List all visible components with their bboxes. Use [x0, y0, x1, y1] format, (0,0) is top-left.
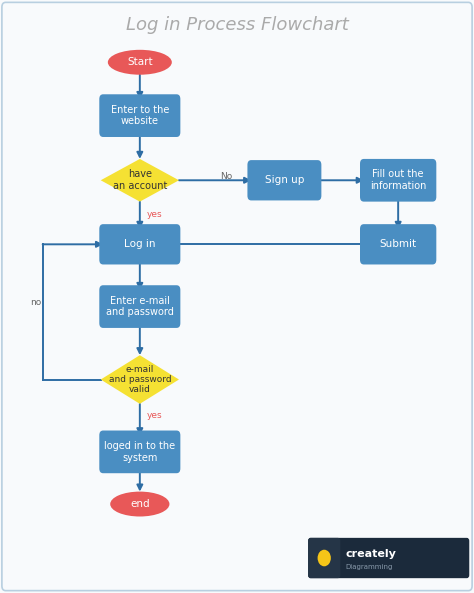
- Text: e-mail
and password
valid: e-mail and password valid: [109, 365, 171, 394]
- Text: Log in Process Flowchart: Log in Process Flowchart: [126, 16, 348, 34]
- Text: loged in to the
system: loged in to the system: [104, 441, 175, 463]
- Text: Submit: Submit: [380, 240, 417, 249]
- Ellipse shape: [108, 50, 172, 75]
- FancyBboxPatch shape: [360, 159, 436, 202]
- Text: Fill out the
information: Fill out the information: [370, 170, 426, 191]
- Text: Sign up: Sign up: [264, 176, 304, 185]
- Text: No: No: [220, 171, 233, 181]
- FancyBboxPatch shape: [247, 160, 321, 200]
- Text: yes: yes: [147, 411, 163, 420]
- Text: Enter to the
website: Enter to the website: [110, 105, 169, 126]
- FancyBboxPatch shape: [99, 431, 180, 473]
- Text: end: end: [130, 499, 150, 509]
- Polygon shape: [100, 355, 179, 404]
- FancyBboxPatch shape: [308, 538, 340, 578]
- Text: no: no: [30, 298, 42, 307]
- Text: Enter e-mail
and password: Enter e-mail and password: [106, 296, 174, 317]
- Text: yes: yes: [147, 209, 163, 219]
- Text: Log in: Log in: [124, 240, 155, 249]
- Text: creately: creately: [345, 549, 396, 559]
- FancyBboxPatch shape: [360, 224, 436, 264]
- FancyBboxPatch shape: [308, 538, 469, 578]
- FancyBboxPatch shape: [99, 94, 180, 137]
- Text: Start: Start: [127, 58, 153, 67]
- Polygon shape: [100, 159, 179, 202]
- Ellipse shape: [110, 492, 169, 517]
- Text: have
an account: have an account: [113, 170, 167, 191]
- Text: Diagramming: Diagramming: [345, 563, 392, 570]
- FancyBboxPatch shape: [99, 285, 180, 328]
- FancyBboxPatch shape: [99, 224, 180, 264]
- Circle shape: [318, 550, 331, 566]
